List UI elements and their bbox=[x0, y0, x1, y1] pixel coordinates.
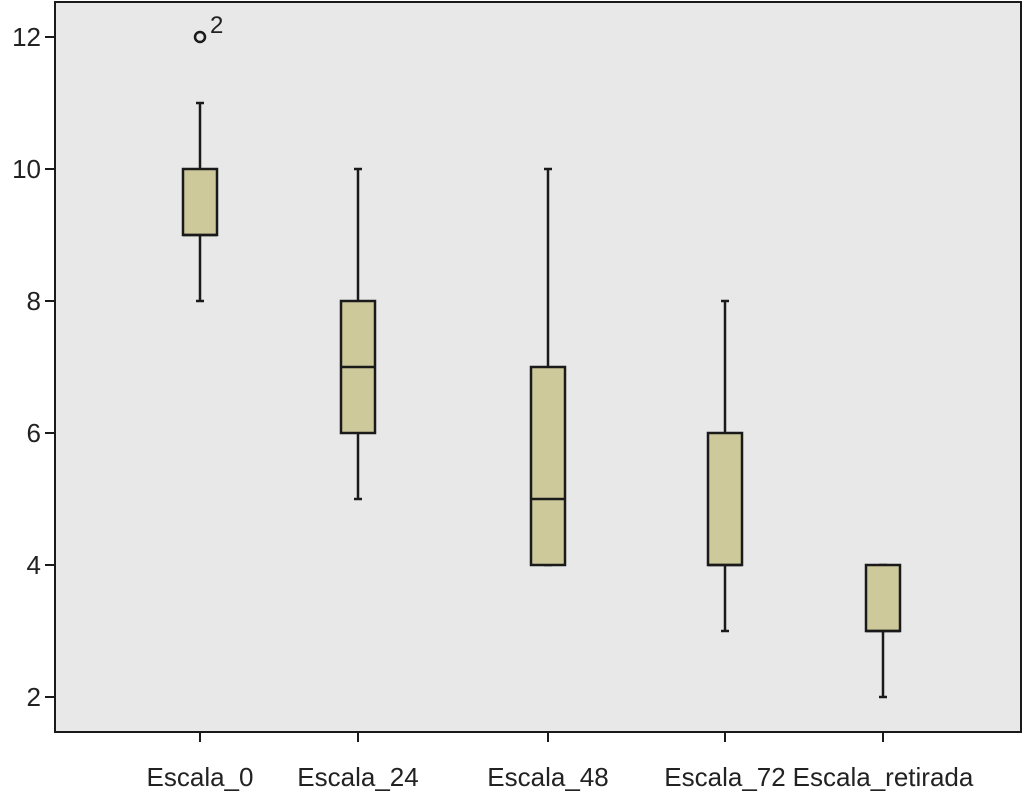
box-escala-72 bbox=[706, 299, 744, 633]
box-iqr bbox=[529, 365, 567, 567]
x-axis: Escala_0 Escala_24 Escala_48 Escala_72 Escal… bbox=[147, 732, 974, 792]
box-escala-0: 2 bbox=[181, 12, 223, 303]
box-iqr bbox=[864, 563, 902, 633]
box-escala-retirada bbox=[864, 563, 902, 699]
boxes-group: 2 bbox=[181, 12, 902, 699]
x-category-label: Escala_retirada bbox=[793, 762, 974, 792]
y-tick-label: 8 bbox=[27, 286, 41, 316]
y-tick-label: 12 bbox=[12, 22, 41, 52]
x-category-label: Escala_0 bbox=[147, 762, 254, 792]
y-axis: 2 4 6 8 10 12 bbox=[12, 22, 55, 712]
box-iqr bbox=[181, 167, 219, 237]
outlier-point bbox=[193, 30, 207, 44]
y-tick-label: 10 bbox=[12, 154, 41, 184]
x-category-label: Escala_48 bbox=[487, 762, 608, 792]
box-iqr bbox=[706, 431, 744, 567]
x-category-label: Escala_24 bbox=[297, 762, 418, 792]
outlier-label: 2 bbox=[210, 12, 223, 39]
box-escala-24 bbox=[339, 167, 377, 501]
x-category-label: Escala_72 bbox=[664, 762, 785, 792]
y-tick-label: 4 bbox=[27, 550, 41, 580]
box-escala-48 bbox=[529, 167, 567, 567]
y-tick-label: 6 bbox=[27, 418, 41, 448]
y-tick-label: 2 bbox=[27, 682, 41, 712]
